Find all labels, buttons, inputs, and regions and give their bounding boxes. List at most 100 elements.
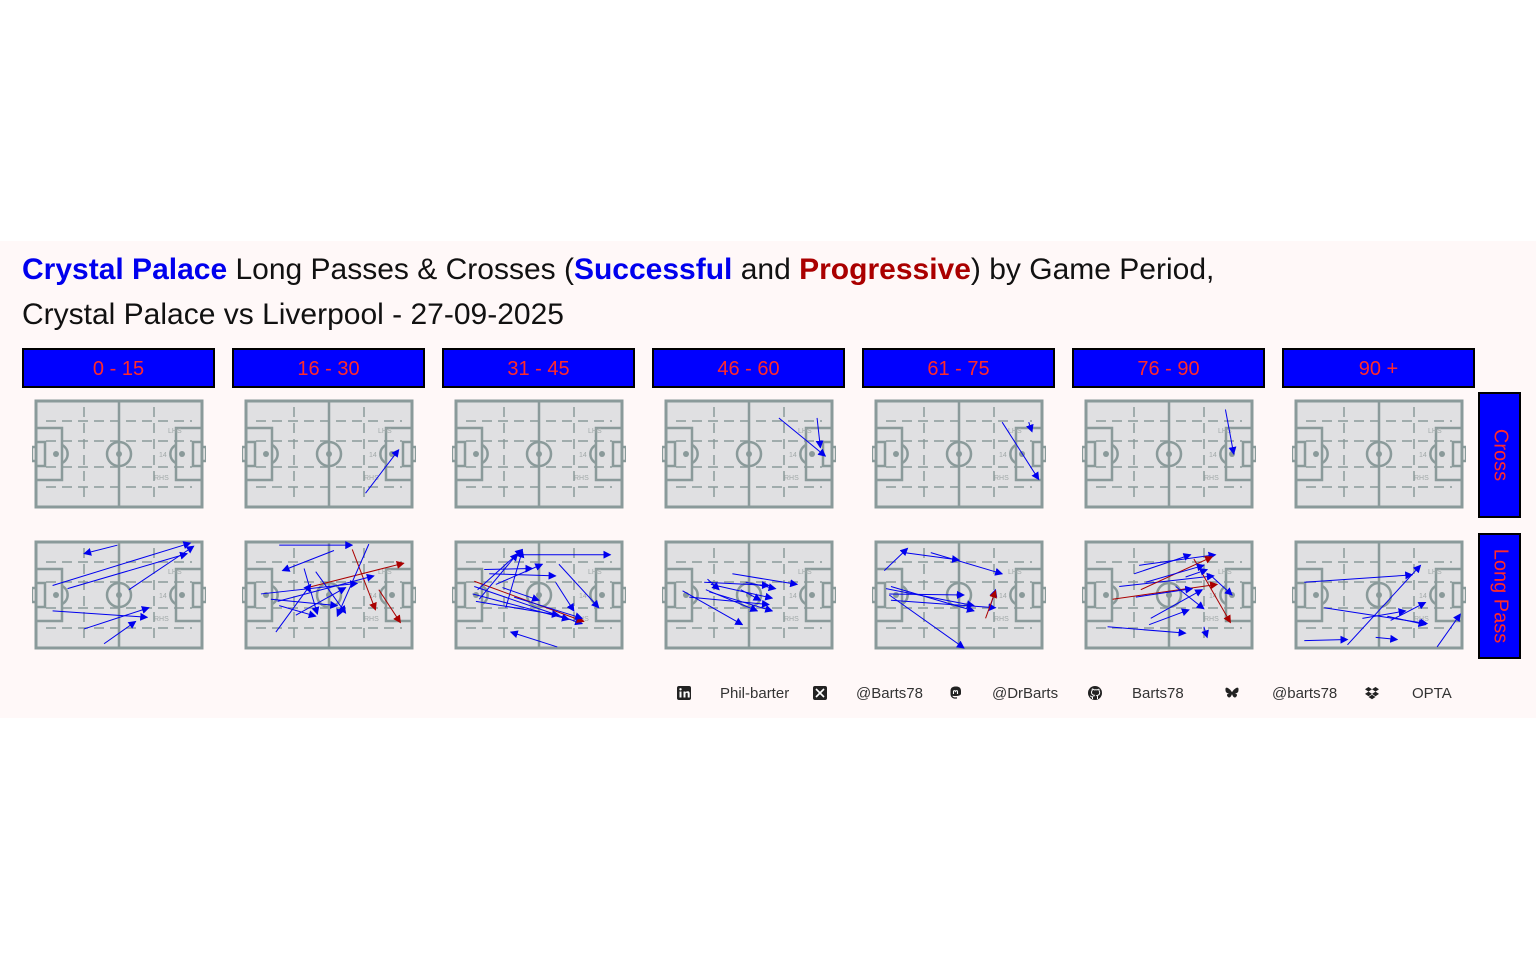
linkedin-icon: [677, 686, 691, 700]
pass-arrow-5: [52, 610, 149, 621]
zone-label-lhs: LHS: [378, 428, 392, 435]
zone-label-lhs: LHS: [1428, 428, 1442, 435]
title-part-1: Long Passes & Crosses (: [227, 253, 574, 286]
footer-text-github: Barts78: [1132, 685, 1184, 702]
pass-arrow-7: [277, 573, 375, 602]
pass-arrow-6: [889, 590, 965, 599]
pass-arrow-13: [555, 582, 575, 612]
pass-arrow-8: [1135, 585, 1194, 598]
pass-arrow-3: [83, 606, 150, 630]
pass-arrow-2: [474, 586, 584, 626]
pass-arrow-1: [52, 541, 192, 586]
pass-arrow-10: [1175, 586, 1205, 610]
zone-label-rhs: RHS: [1204, 475, 1219, 482]
period-strip-3: 46 - 60: [652, 348, 845, 388]
zone-label-14: 14: [159, 593, 167, 600]
pass-arrow-1: [351, 549, 377, 611]
pitch-long-pass-0: LHS 14 RHS: [32, 540, 206, 650]
zone-label-14: 14: [579, 593, 587, 600]
zone-label-lhs: LHS: [378, 569, 392, 576]
footer-text-mastodon: @DrBarts: [992, 685, 1059, 702]
zone-label-14: 14: [369, 593, 377, 600]
pass-arrow-2: [1112, 581, 1219, 600]
pass-arrow-4: [281, 550, 335, 572]
zone-label-14: 14: [1419, 593, 1427, 600]
zone-label-lhs: LHS: [168, 428, 182, 435]
pass-arrow-11: [1107, 626, 1187, 637]
pass-arrow-9: [295, 587, 347, 616]
x-icon: [813, 686, 827, 700]
pass-arrow-4: [1375, 634, 1399, 643]
zone-label-lhs: LHS: [798, 428, 812, 435]
pass-arrow-1: [883, 547, 909, 571]
footer-text-bluesky: @barts78: [1272, 685, 1338, 702]
period-strip-2: 31 - 45: [442, 348, 635, 388]
pitch-cross-4: LHS 14 RHS: [872, 399, 1046, 509]
pass-arrow-2: [378, 589, 401, 624]
zone-label-rhs: RHS: [364, 616, 379, 623]
pass-arrow-2: [67, 551, 189, 590]
pass-arrow-7: [1436, 613, 1461, 648]
pass-arrow-3: [885, 588, 975, 609]
pass-arrow-3: [710, 583, 774, 601]
pass-arrow-10: [315, 571, 347, 614]
pass-arrow-4: [475, 600, 560, 618]
github-icon: [1088, 686, 1102, 700]
pitch-cross-0: LHS 14 RHS: [32, 399, 206, 509]
zone-label-14: 14: [1209, 452, 1217, 459]
pass-arrow-4: [128, 545, 195, 591]
bluesky-icon: [1225, 687, 1239, 698]
zone-label-lhs: LHS: [1008, 569, 1022, 576]
pass-arrow-0: [365, 448, 400, 494]
pass-arrow-14: [509, 630, 558, 648]
pass-arrow-5: [689, 596, 770, 608]
pass-arrow-9: [888, 594, 965, 649]
footer-credits: Phil-barter @Barts78 @DrBarts Barts78 @b…: [0, 685, 1536, 705]
pass-arrow-9: [1150, 589, 1204, 619]
pass-arrow-9: [707, 578, 720, 591]
pitch-long-pass-3: LHS 14 RHS: [662, 540, 836, 650]
pass-arrow-4: [682, 590, 744, 626]
zone-label-14: 14: [1209, 593, 1217, 600]
pitch-long-pass-4: LHS 14 RHS: [872, 540, 1046, 650]
zone-label-lhs: LHS: [1218, 428, 1232, 435]
zone-label-lhs: LHS: [1008, 428, 1022, 435]
zone-label-lhs: LHS: [1428, 569, 1442, 576]
pass-arrow-0: [778, 417, 827, 457]
pass-arrow-14: [1201, 626, 1209, 639]
pass-arrow-5: [890, 586, 975, 613]
title-progressive: Progressive: [799, 253, 971, 286]
pass-arrow-6: [1145, 563, 1205, 583]
pass-arrow-5: [1208, 573, 1233, 596]
row-label-long-pass: Long Pass: [1489, 548, 1511, 644]
dropbox-icon: [1365, 687, 1379, 700]
title-line-1: Crystal Palace Long Passes & Crosses (Su…: [22, 253, 1214, 287]
pass-arrow-7: [732, 573, 799, 588]
zone-label-lhs: LHS: [1218, 569, 1232, 576]
zone-label-rhs: RHS: [784, 616, 799, 623]
zone-label-rhs: RHS: [154, 616, 169, 623]
pass-arrow-6: [1387, 615, 1427, 628]
pass-arrow-6: [740, 589, 762, 601]
pass-arrow-2: [930, 552, 1004, 576]
zone-label-14: 14: [1419, 452, 1427, 459]
zone-label-14: 14: [369, 452, 377, 459]
pass-arrow-0: [83, 544, 118, 556]
zone-label-rhs: RHS: [1204, 616, 1219, 623]
pass-arrow-11: [336, 543, 370, 618]
zone-label-14: 14: [999, 593, 1007, 600]
pass-arrow-10: [489, 571, 557, 580]
mastodon-icon: [950, 686, 961, 699]
pass-arrow-11: [502, 587, 540, 602]
pitch-cross-2: LHS 14 RHS: [452, 399, 626, 509]
zone-label-14: 14: [789, 593, 797, 600]
pass-arrow-0: [1304, 571, 1414, 583]
zone-label-14: 14: [159, 452, 167, 459]
zone-label-rhs: RHS: [364, 475, 379, 482]
figure-panel: Crystal Palace Long Passes & Crosses (Su…: [0, 241, 1536, 718]
pass-arrow-9: [484, 564, 534, 573]
period-strip-1: 16 - 30: [232, 348, 425, 388]
zone-label-lhs: LHS: [798, 569, 812, 576]
